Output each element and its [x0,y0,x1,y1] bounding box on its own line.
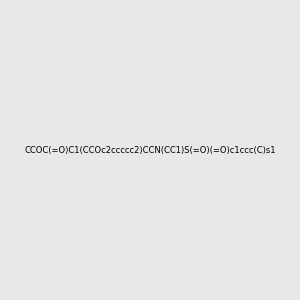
Text: CCOC(=O)C1(CCOc2ccccc2)CCN(CC1)S(=O)(=O)c1ccc(C)s1: CCOC(=O)C1(CCOc2ccccc2)CCN(CC1)S(=O)(=O)… [24,146,276,154]
